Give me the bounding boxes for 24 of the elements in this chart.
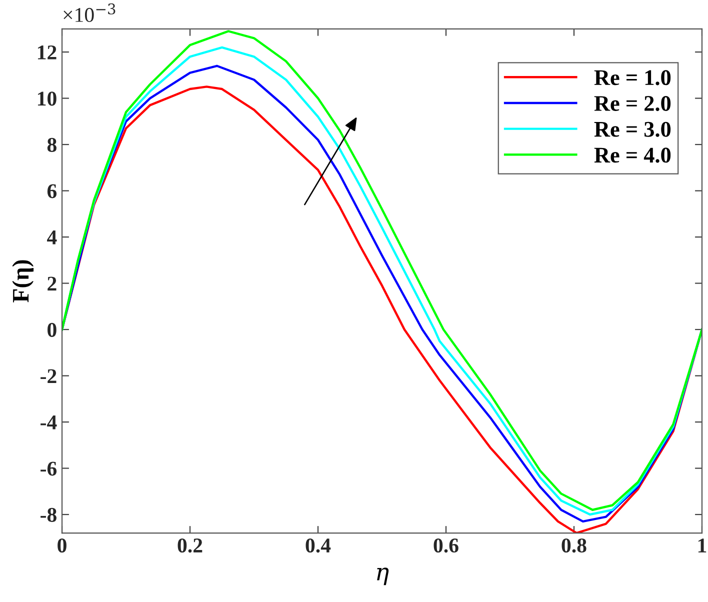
x-tick-label: 1 xyxy=(698,538,706,552)
y-tick-label: -6 xyxy=(40,462,57,476)
y-tick-label: 12 xyxy=(38,45,56,60)
y-tick-label: 8 xyxy=(47,138,56,152)
x-tick-label: 0.8 xyxy=(562,538,586,553)
text: ×10$^{−3}$ xyxy=(64,3,116,22)
x-tick-label: 0 xyxy=(58,538,66,553)
y-tick-label: 0 xyxy=(48,322,56,337)
y-tick-label: -2 xyxy=(40,369,56,383)
y-tick-label: 2 xyxy=(48,276,56,290)
legend-label: Re = 4.0 xyxy=(594,148,671,163)
y-axis-title: F(η) xyxy=(12,260,34,302)
y-tick-label: 4 xyxy=(47,230,57,244)
legend-label: Re = 2.0 xyxy=(594,96,671,112)
x-tick-label: 0.4 xyxy=(306,538,331,553)
x-tick-label: 0.2 xyxy=(178,538,202,553)
y-tick-label: -4 xyxy=(40,416,57,430)
y-tick-label: -8 xyxy=(40,508,56,522)
x-tick-label: 0.6 xyxy=(434,538,458,553)
legend-label: Re = 3.0 xyxy=(594,122,671,137)
y-tick-label: 10 xyxy=(38,92,56,106)
legend-label: Re = 1.0 xyxy=(594,70,671,86)
y-tick-label: 6 xyxy=(47,184,57,198)
x-axis-title: η xyxy=(377,568,389,586)
